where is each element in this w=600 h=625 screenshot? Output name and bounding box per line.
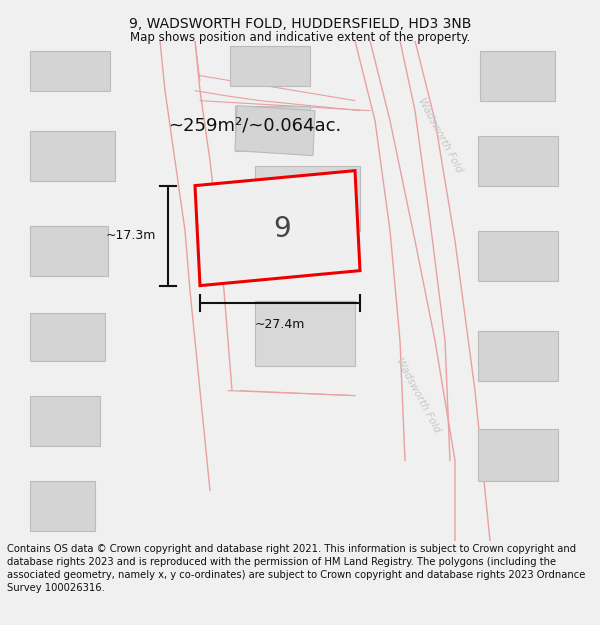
Text: Wadsworth Fold: Wadsworth Fold — [416, 97, 464, 174]
Polygon shape — [30, 481, 95, 531]
Text: ~17.3m: ~17.3m — [106, 229, 156, 242]
Polygon shape — [230, 46, 310, 86]
Polygon shape — [30, 312, 105, 361]
Polygon shape — [195, 171, 360, 286]
Text: Contains OS data © Crown copyright and database right 2021. This information is : Contains OS data © Crown copyright and d… — [7, 544, 586, 593]
Text: Wadsworth Fold: Wadsworth Fold — [394, 357, 442, 434]
Polygon shape — [478, 136, 558, 186]
Polygon shape — [255, 301, 355, 366]
Polygon shape — [30, 51, 110, 91]
Polygon shape — [30, 226, 108, 276]
Text: ~27.4m: ~27.4m — [255, 318, 305, 331]
Polygon shape — [235, 106, 315, 156]
Polygon shape — [478, 231, 558, 281]
Polygon shape — [255, 166, 360, 231]
Polygon shape — [478, 331, 558, 381]
Polygon shape — [30, 131, 115, 181]
Text: ~259m²/~0.064ac.: ~259m²/~0.064ac. — [168, 117, 341, 134]
Text: Map shows position and indicative extent of the property.: Map shows position and indicative extent… — [130, 31, 470, 44]
Polygon shape — [478, 429, 558, 481]
Text: 9, WADSWORTH FOLD, HUDDERSFIELD, HD3 3NB: 9, WADSWORTH FOLD, HUDDERSFIELD, HD3 3NB — [129, 17, 471, 31]
Polygon shape — [235, 106, 310, 151]
Polygon shape — [480, 51, 555, 101]
Polygon shape — [30, 396, 100, 446]
Text: 9: 9 — [273, 214, 291, 243]
